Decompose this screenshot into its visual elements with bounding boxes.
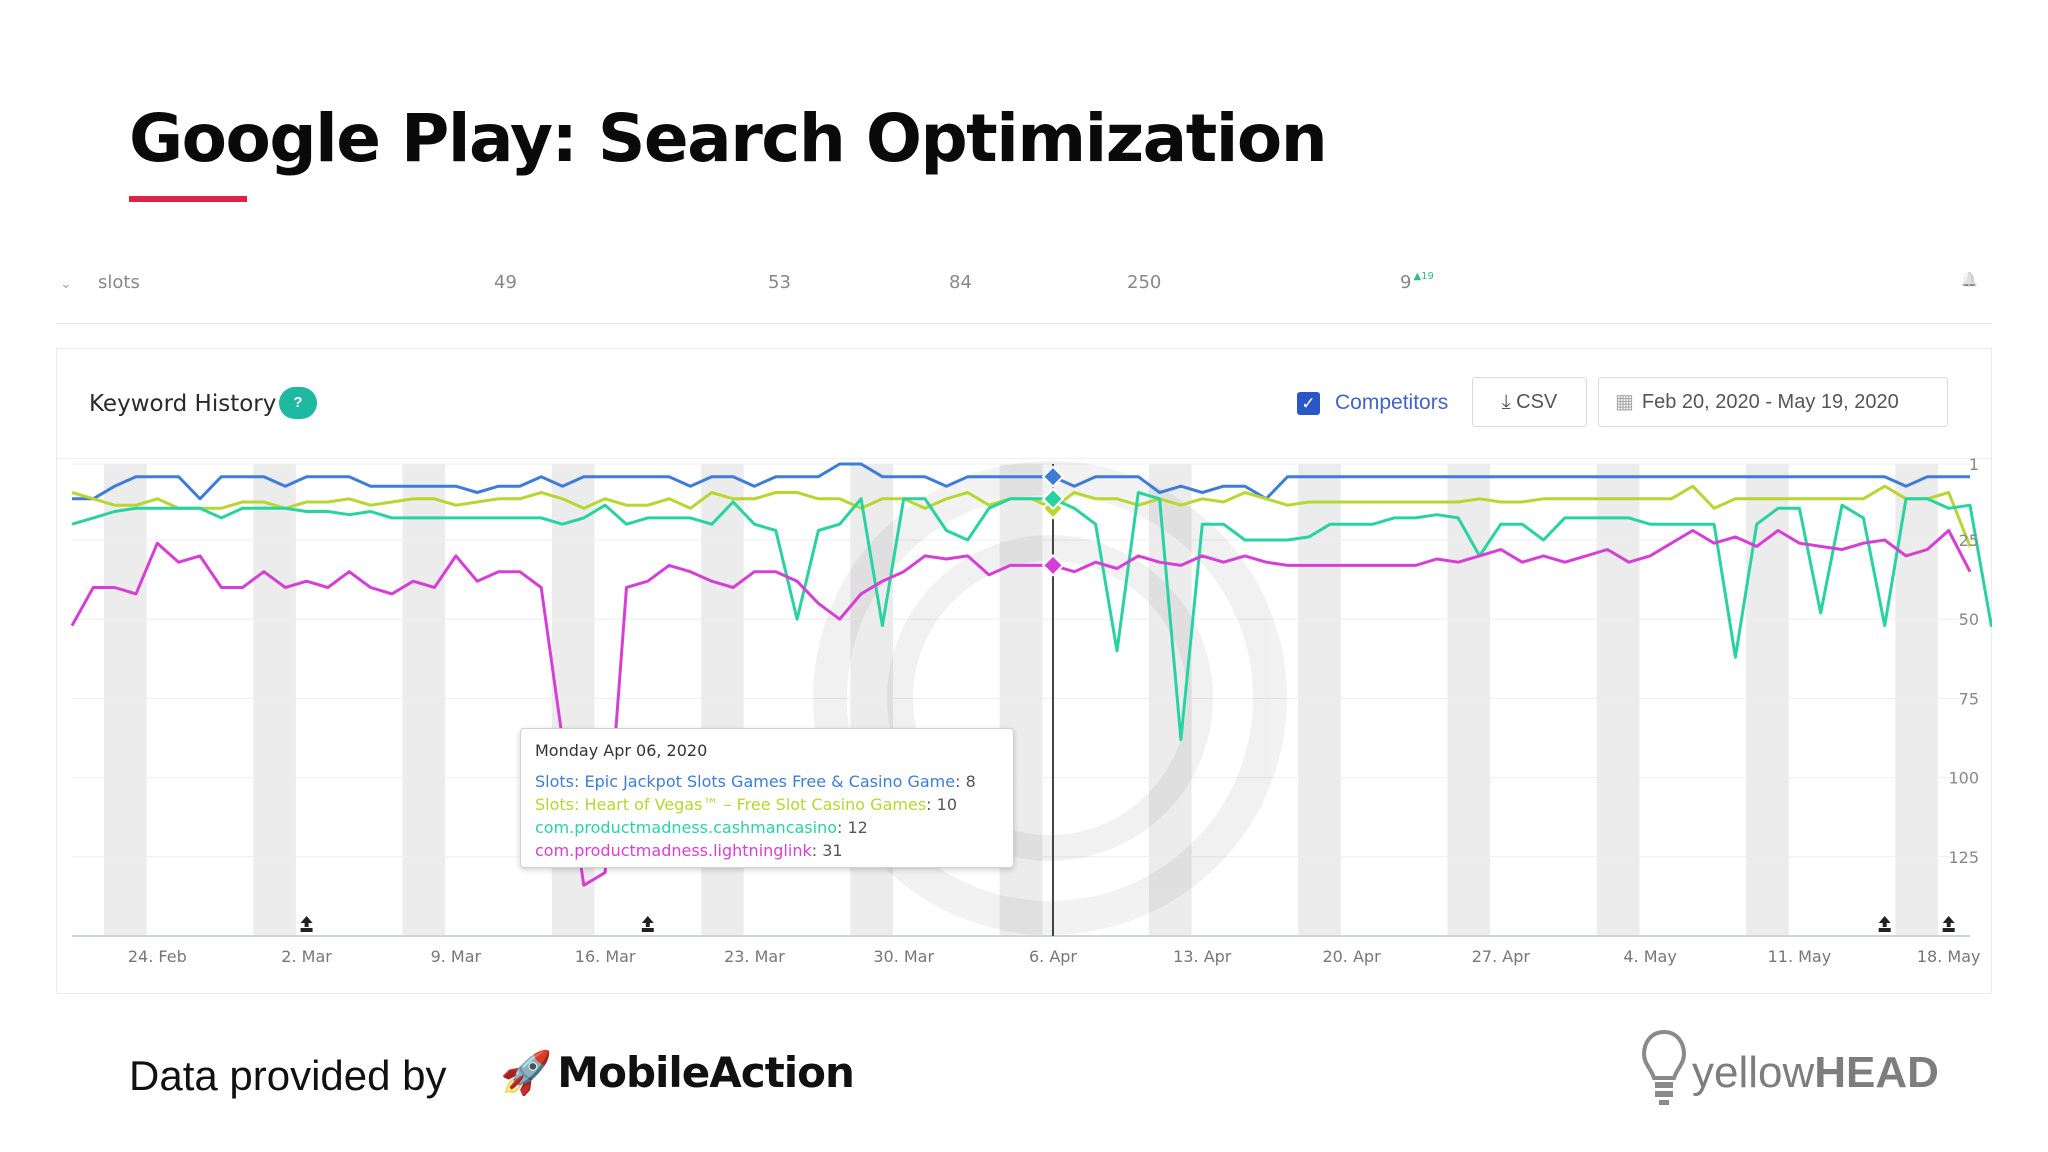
weekend-band	[402, 464, 446, 936]
tooltip-row: com.productmadness.cashmancasino: 12	[535, 818, 868, 837]
y-tick-label: 125	[1948, 848, 1979, 867]
y-tick-label: 50	[1959, 610, 1979, 629]
keyword-value: 53	[768, 272, 791, 293]
x-tick-label: 13. Apr	[1173, 947, 1232, 966]
weekend-band	[1895, 464, 1939, 936]
tooltip-series-value: 31	[822, 841, 843, 860]
title-underline	[129, 196, 247, 202]
x-tick-label: 4. May	[1623, 947, 1676, 966]
weekend-band	[1596, 464, 1640, 936]
tooltip-series-value: 12	[847, 818, 868, 837]
y-tick-label: 75	[1959, 689, 1979, 708]
weekend-band	[1746, 464, 1789, 936]
mobileaction-logo: 🚀 MobileAction	[500, 1048, 855, 1098]
competitors-checkbox[interactable]: ✓	[1297, 392, 1320, 415]
x-tick-label: 24. Feb	[128, 947, 187, 966]
update-marker-shape	[300, 916, 313, 932]
y-tick-label: 100	[1948, 769, 1979, 788]
weekend-band	[1298, 464, 1341, 936]
update-marker-icon	[641, 916, 654, 932]
update-marker-icon	[1878, 916, 1891, 932]
download-icon: ⤓	[1501, 391, 1511, 413]
x-tick-label: 16. Mar	[575, 947, 636, 966]
x-tick-label: 20. Apr	[1322, 947, 1381, 966]
bell-icon[interactable]: 🔔	[1960, 272, 1978, 288]
hover-point	[1041, 465, 1065, 488]
chevron-down-icon[interactable]: ⌄	[60, 276, 72, 292]
footer-text: Data provided by	[129, 1052, 447, 1099]
update-marker-shape	[1942, 916, 1955, 932]
rocket-icon: 🚀	[500, 1048, 552, 1097]
csv-download-button[interactable]: ⤓ CSV	[1472, 377, 1587, 427]
x-tick-label: 30. Mar	[873, 947, 934, 966]
series-line	[72, 462, 1970, 501]
lightbulb-icon	[1641, 1029, 1687, 1105]
update-marker-shape	[641, 916, 654, 932]
keyword-rank: 9	[1400, 272, 1412, 293]
x-tick-label: 18. May	[1917, 947, 1981, 966]
update-marker-icon	[300, 916, 313, 932]
date-range-value: Feb 20, 2020 - May 19, 2020	[1641, 391, 1899, 413]
keyword-value: 49	[494, 272, 517, 293]
rank-change-badge: ▲19	[1413, 271, 1434, 282]
update-marker-icon	[1942, 916, 1955, 932]
chart-tooltip: Monday Apr 06, 2020 Slots: Epic Jackpot …	[520, 728, 1014, 868]
x-tick-label: 23. Mar	[724, 947, 785, 966]
tooltip-date: Monday Apr 06, 2020	[535, 741, 708, 760]
calendar-icon: ▦	[1615, 391, 1634, 413]
yellowhead-logo-light: yellow	[1692, 1048, 1815, 1097]
y-tick-label: 1	[1969, 458, 1979, 474]
yellowhead-logo-text: yellowHEAD	[1692, 1048, 1939, 1098]
csv-label: CSV	[1516, 391, 1558, 413]
x-tick-label: 27. Apr	[1472, 947, 1531, 966]
update-marker-shape	[1878, 916, 1891, 932]
tooltip-series-name: Slots: Heart of Vegas™ – Free Slot Casin…	[535, 795, 927, 814]
date-range-picker[interactable]: ▦ Feb 20, 2020 - May 19, 2020	[1598, 377, 1948, 427]
keyword-row[interactable]: ⌄ slots 49 53 84 250 9 ▲19 🔔	[56, 262, 1992, 324]
series-line	[71, 491, 1992, 742]
panel-header: Keyword History ? ✓ Competitors ⤓ CSV ▦ F…	[57, 349, 1991, 459]
slide-title: Google Play: Search Optimization	[129, 100, 1328, 177]
x-tick-label: 6. Apr	[1029, 947, 1077, 966]
weekend-band	[103, 464, 147, 936]
x-tick-label: 2. Mar	[281, 947, 332, 966]
yellowhead-logo: yellowHEAD	[1640, 1028, 1939, 1108]
tooltip-series-value: 10	[936, 795, 957, 814]
tooltip-row: com.productmadness.lightninglink: 31	[535, 841, 843, 860]
keyword-value: 84	[949, 272, 972, 293]
tooltip-series-name: com.productmadness.lightninglink	[535, 841, 812, 860]
mobileaction-logo-text: MobileAction	[557, 1048, 855, 1097]
tooltip-row: Slots: Heart of Vegas™ – Free Slot Casin…	[535, 795, 957, 814]
yellowhead-logo-bold: HEAD	[1814, 1048, 1939, 1097]
keyword-name: slots	[98, 272, 140, 293]
help-icon[interactable]: ?	[279, 387, 317, 419]
tooltip-series-name: com.productmadness.cashmancasino	[535, 818, 838, 837]
x-tick-label: 11. May	[1768, 947, 1832, 966]
competitors-label[interactable]: Competitors	[1335, 391, 1449, 414]
series-line	[70, 529, 1972, 887]
x-tick-label: 9. Mar	[431, 947, 482, 966]
keyword-rank-cell: 9 ▲19	[1400, 271, 1434, 293]
keyword-value: 250	[1127, 272, 1162, 293]
tooltip-series-value: 8	[965, 772, 976, 791]
hover-point	[1041, 554, 1065, 577]
weekend-band	[253, 464, 296, 936]
tooltip-series-name: Slots: Epic Jackpot Slots Games Free & C…	[535, 772, 956, 791]
panel-title: Keyword History	[89, 391, 277, 417]
hover-point	[1041, 487, 1065, 511]
y-tick-label: 25	[1959, 531, 1979, 550]
tooltip-row: Slots: Epic Jackpot Slots Games Free & C…	[535, 772, 976, 791]
weekend-band	[1447, 464, 1491, 936]
